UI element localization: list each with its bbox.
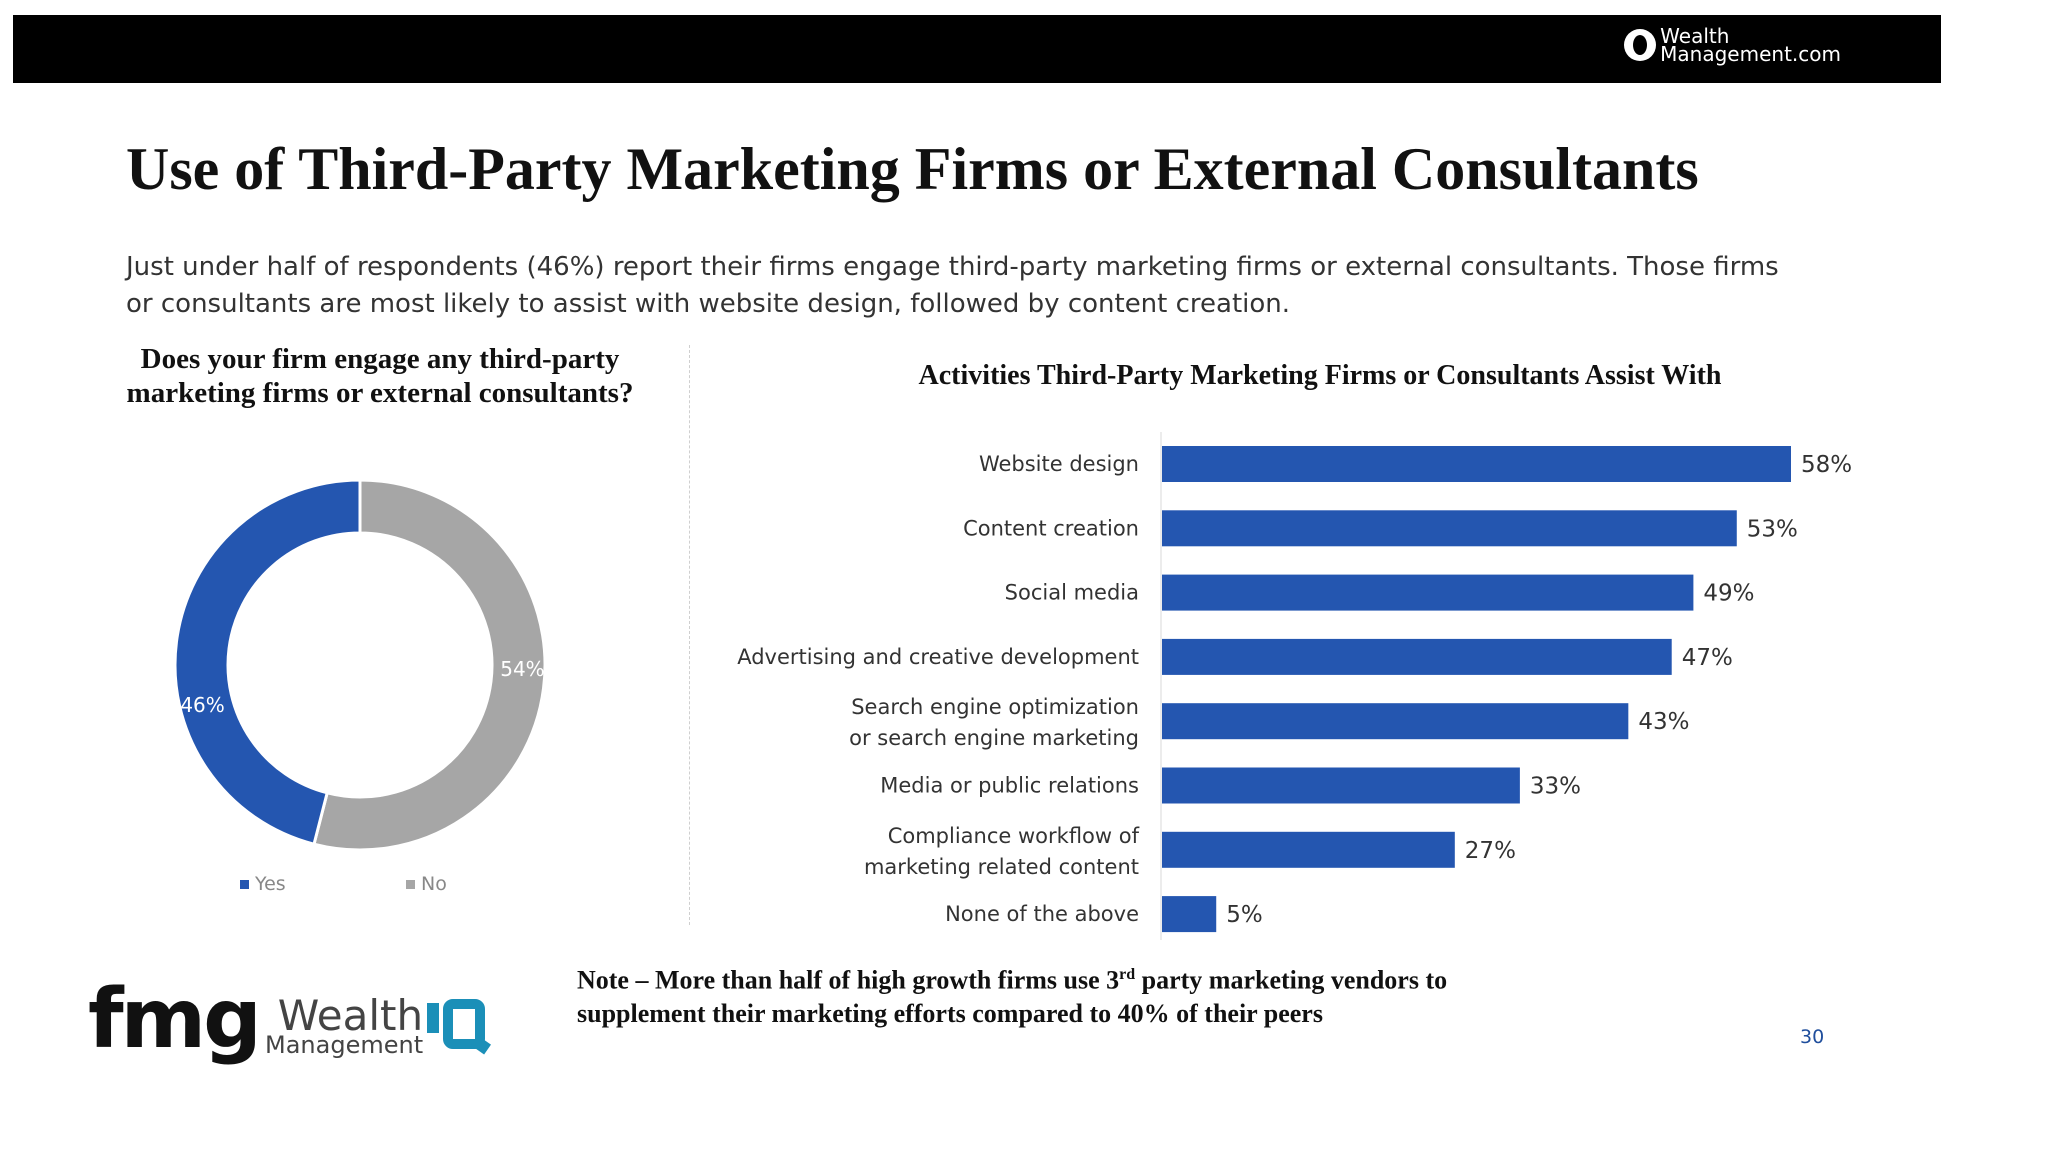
- legend-swatch-no: [406, 879, 415, 889]
- bar-5: [1162, 767, 1520, 804]
- bar-label-3: Advertising and creative development: [737, 645, 1139, 669]
- bar-label-4: Search engine optimization or search engi…: [849, 695, 1139, 750]
- donut-slice-yes: [173, 478, 362, 847]
- iq-icon: [427, 999, 492, 1057]
- wiq-logo-wealth: Wealth: [277, 991, 424, 1040]
- bar-label-0: Website design: [979, 452, 1139, 476]
- note-suffix: party marketing vendors to supplement th…: [577, 965, 1448, 1028]
- bar-value-2: 49%: [1703, 581, 1754, 607]
- bar-7: [1162, 896, 1217, 933]
- wealthmanagement-logo-icon: [1624, 29, 1657, 61]
- top-banner: Wealth Management.com: [13, 15, 1941, 83]
- bar-chart: 58% Website design 53% Content creation 49% S…: [737, 432, 1852, 940]
- legend-label-no: No: [421, 873, 447, 895]
- bar-value-5: 33%: [1530, 774, 1581, 800]
- bar-value-6: 27%: [1465, 838, 1516, 864]
- page-number: 30: [1800, 1026, 1825, 1048]
- bar-value-0: 58%: [1801, 452, 1852, 478]
- slide-subtitle: Just under half of respondents (46%) rep…: [126, 252, 1779, 319]
- fmg-logo: fmg: [88, 972, 262, 1067]
- donut-label-yes: 46%: [180, 693, 224, 717]
- wiq-logo-management: Management: [265, 1031, 424, 1059]
- brand-line-2: Management.com: [1660, 42, 1841, 66]
- bar-3: [1162, 638, 1672, 675]
- donut-label-no: 54%: [500, 657, 544, 681]
- donut-slice-no: [312, 478, 547, 852]
- bar-value-1: 53%: [1747, 516, 1798, 542]
- brand-line-1: Wealth: [1660, 24, 1730, 48]
- note-prefix: Note – More than half of high growth fir…: [577, 965, 1120, 995]
- bar-label-1: Content creation: [963, 516, 1139, 540]
- bar-value-3: 47%: [1682, 645, 1733, 671]
- bar-label-7: None of the above: [945, 902, 1139, 926]
- note-superscript: rd: [1119, 966, 1136, 983]
- legend-swatch-yes: [240, 879, 249, 889]
- bar-0: [1162, 446, 1791, 482]
- slide-title: Use of Third-Party Marketing Firms or Ex…: [126, 136, 1699, 202]
- footnote: Note – More than half of high growth fir…: [577, 958, 1537, 1030]
- bar-value-4: 43%: [1638, 709, 1689, 735]
- bar-value-7: 5%: [1226, 902, 1263, 928]
- bar-chart-title: Activities Third-Party Marketing Firms o…: [918, 360, 1722, 391]
- legend-item-yes: Yes: [240, 873, 286, 895]
- bar-2: [1162, 574, 1694, 611]
- legend-item-no: No: [406, 873, 447, 895]
- donut-chart: 54% 46%: [173, 478, 547, 852]
- wealthmanagement-logo[interactable]: Wealth Management.com: [1624, 24, 1841, 66]
- bar-label-2: Social media: [1005, 581, 1139, 605]
- bar-4: [1162, 703, 1629, 740]
- bar-1: [1162, 510, 1737, 547]
- donut-chart-title: Does your firm engage any third-party ma…: [126, 343, 634, 409]
- bar-label-5: Media or public relations: [880, 774, 1139, 798]
- bar-label-6: Compliance workflow of marketing related …: [864, 824, 1140, 879]
- wealth-management-iq-logo: Wealth Management: [265, 991, 492, 1059]
- section-divider: [689, 345, 690, 925]
- legend-label-yes: Yes: [255, 873, 286, 895]
- bar-6: [1162, 831, 1455, 868]
